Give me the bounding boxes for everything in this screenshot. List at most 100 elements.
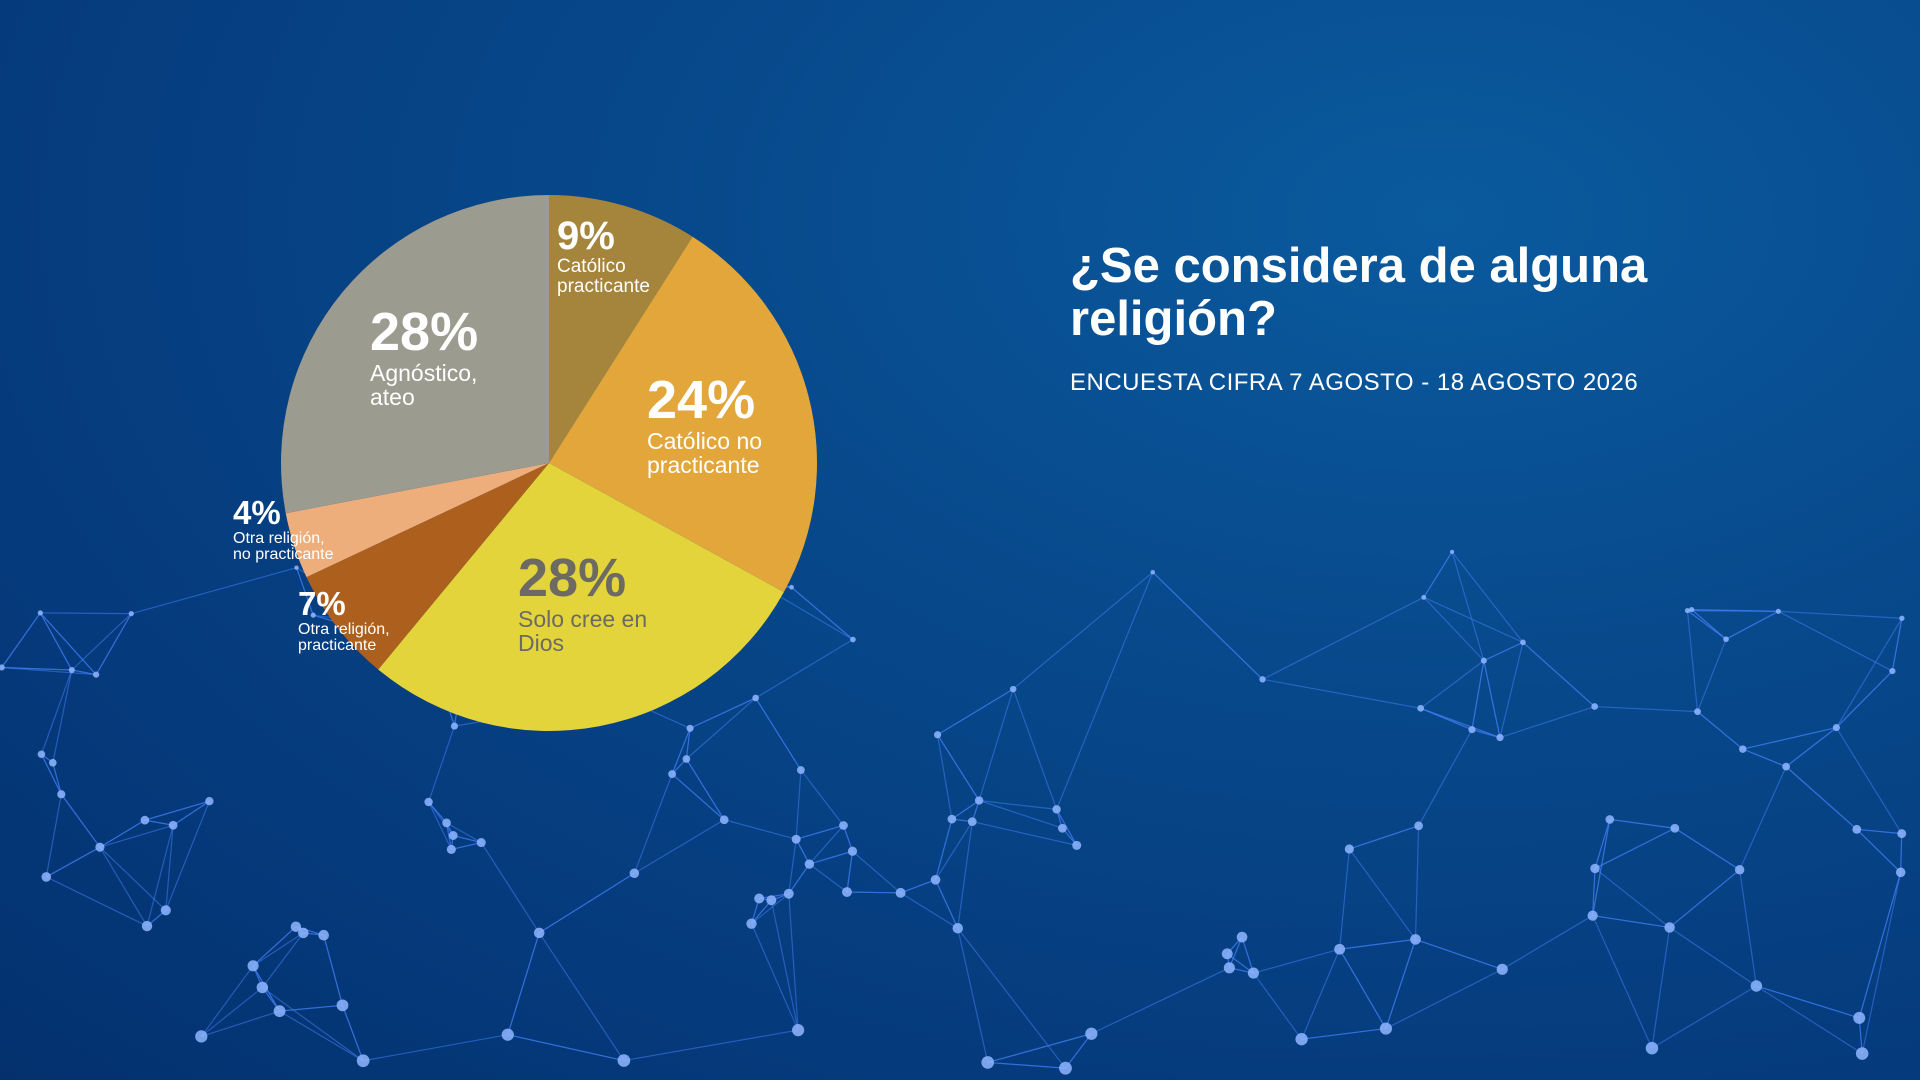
network-line: [808, 825, 844, 865]
network-line: [1756, 985, 1863, 1055]
network-node: [37, 610, 43, 616]
network-line: [724, 819, 797, 840]
network-line: [788, 893, 799, 1031]
slice-label: 24% Católico no practicante: [647, 372, 799, 477]
network-node: [930, 874, 941, 885]
network-line: [1064, 1033, 1092, 1069]
network-node: [1852, 824, 1862, 834]
network-line: [201, 1010, 280, 1038]
network-line: [1252, 972, 1303, 1040]
network-node: [1832, 724, 1840, 732]
network-node: [719, 815, 729, 825]
network-node: [37, 750, 46, 759]
network-node: [1853, 1011, 1866, 1024]
network-line: [937, 734, 980, 801]
network-line: [633, 773, 673, 874]
network-line: [446, 822, 482, 844]
network-node: [442, 818, 451, 828]
network-line: [623, 1029, 799, 1062]
network-node: [1664, 922, 1675, 933]
network-line: [1669, 926, 1757, 987]
network-line: [40, 753, 62, 795]
value-label: 7%: [298, 585, 346, 622]
network-node: [1689, 606, 1695, 613]
network-line: [634, 819, 725, 874]
network-node: [195, 1030, 208, 1043]
network-node: [933, 731, 942, 739]
network-line: [1091, 967, 1230, 1035]
network-line: [987, 1061, 1066, 1069]
network-line: [685, 697, 757, 760]
network-line: [1651, 927, 1671, 1049]
network-line: [39, 612, 73, 671]
pie-slice: [549, 236, 818, 593]
network-node: [754, 893, 765, 904]
network-node: [1449, 549, 1455, 554]
network-line: [1651, 985, 1757, 1049]
network-line: [295, 567, 314, 616]
network-line: [1592, 868, 1596, 916]
network-line: [1592, 914, 1670, 929]
slice-label: 28% Agnóstico, ateo: [370, 304, 522, 409]
network-node: [1417, 704, 1425, 712]
network-node: [446, 844, 456, 855]
network-node: [205, 797, 214, 806]
network-node: [1480, 657, 1487, 664]
network-node: [160, 905, 171, 916]
network-line: [1785, 766, 1858, 830]
network-node: [1739, 745, 1747, 753]
network-line: [165, 800, 210, 911]
network-line: [1686, 610, 1699, 712]
network-line: [1423, 596, 1485, 662]
network-node: [1855, 1047, 1869, 1060]
value-label: 28%: [370, 302, 479, 362]
network-node: [247, 960, 259, 972]
network-node: [356, 1054, 370, 1068]
network-line: [972, 821, 1077, 846]
network-node: [336, 999, 349, 1012]
slice-label: 28% Solo cree en Dios: [518, 550, 670, 655]
network-line: [1012, 571, 1154, 690]
network-line: [1253, 948, 1340, 974]
network-line: [1, 612, 41, 668]
network-line: [341, 1005, 364, 1061]
network-node: [448, 831, 458, 840]
network-node: [981, 1056, 995, 1069]
network-line: [1594, 819, 1611, 869]
network-line: [1262, 596, 1425, 680]
network-node: [686, 724, 694, 732]
network-line: [1349, 825, 1419, 850]
network-node: [783, 888, 794, 899]
category-label: Católico practicante: [557, 256, 650, 297]
network-line: [131, 567, 297, 615]
network-line: [1858, 872, 1902, 1019]
network-line: [52, 669, 73, 763]
network-line: [809, 850, 853, 865]
network-node: [48, 758, 57, 767]
category-label: Otra religión, practicante: [298, 620, 390, 655]
network-line: [1594, 827, 1676, 869]
network-node: [1895, 867, 1906, 878]
network-line: [45, 846, 101, 878]
network-line: [795, 770, 802, 840]
network-line: [1696, 638, 1727, 712]
network-line: [1152, 571, 1263, 680]
network-line: [791, 586, 854, 640]
network-node: [1889, 667, 1896, 675]
network-line: [261, 932, 304, 988]
network-line: [428, 801, 454, 836]
network-line: [1385, 939, 1417, 1029]
network-node: [1775, 608, 1781, 614]
network-node: [895, 887, 906, 898]
network-node: [1605, 815, 1615, 824]
network-line: [1415, 938, 1503, 970]
network-node: [1520, 639, 1526, 646]
network-node: [294, 565, 299, 570]
network-line: [685, 758, 725, 821]
network-line: [99, 846, 148, 927]
network-line: [1742, 748, 1787, 768]
network-line: [1674, 827, 1740, 871]
network-node: [95, 842, 105, 852]
network-node: [1059, 1061, 1072, 1075]
network-line: [1778, 610, 1893, 672]
